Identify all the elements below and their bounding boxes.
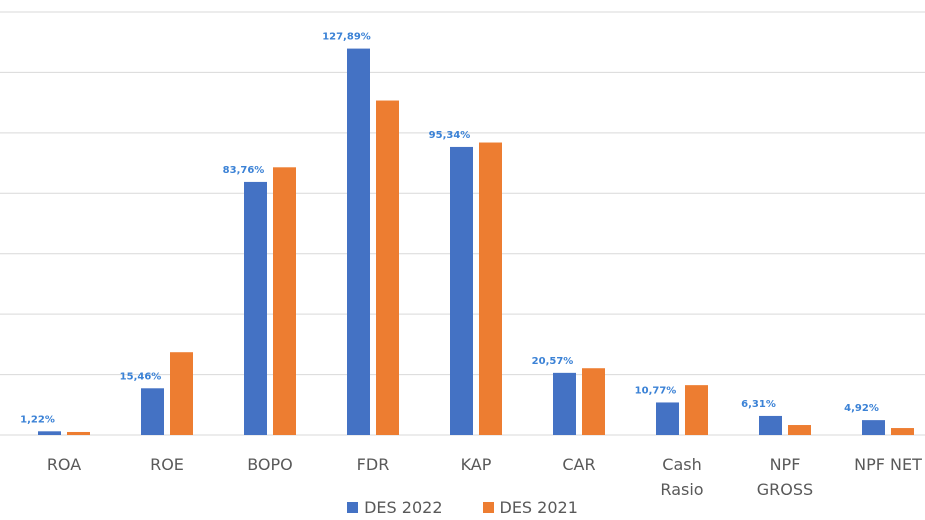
bar bbox=[347, 48, 370, 435]
x-tick-label: NPF NET bbox=[854, 455, 922, 474]
bar bbox=[862, 420, 885, 435]
x-tick-label: Cash Rasio bbox=[660, 455, 704, 499]
data-label: 10,77% bbox=[635, 385, 677, 396]
legend-item: DES 2022 bbox=[347, 498, 443, 517]
bar bbox=[685, 385, 708, 435]
bar bbox=[67, 431, 90, 435]
x-tick-label: CAR bbox=[562, 455, 596, 474]
bar bbox=[376, 100, 399, 435]
bar bbox=[582, 368, 605, 435]
bar bbox=[759, 415, 782, 435]
x-tick-label: ROE bbox=[150, 455, 184, 474]
x-tick-label: BOPO bbox=[247, 455, 293, 474]
legend-item: DES 2021 bbox=[482, 498, 578, 517]
bar bbox=[479, 142, 502, 436]
data-label: 6,31% bbox=[741, 399, 776, 410]
bar bbox=[244, 181, 267, 435]
data-label: 4,92% bbox=[844, 403, 879, 414]
legend-swatch bbox=[347, 502, 359, 513]
data-label: 20,57% bbox=[532, 356, 574, 367]
bar bbox=[656, 402, 679, 435]
x-tick-label: FDR bbox=[356, 455, 390, 474]
data-label: 15,46% bbox=[120, 371, 162, 382]
data-label: 1,22% bbox=[20, 414, 55, 425]
legend: DES 2022 DES 2021 bbox=[0, 498, 925, 517]
x-tick-label: KAP bbox=[460, 455, 492, 474]
x-tick-label: ROA bbox=[46, 455, 82, 474]
legend-swatch bbox=[482, 502, 494, 513]
bar bbox=[141, 388, 164, 435]
bar bbox=[891, 428, 914, 435]
legend-label: DES 2021 bbox=[499, 498, 578, 517]
data-label: 127,89% bbox=[322, 32, 371, 43]
bar bbox=[38, 431, 61, 435]
bar bbox=[553, 372, 576, 435]
bar bbox=[788, 425, 811, 435]
x-tick-label: NPF GROSS bbox=[756, 455, 814, 499]
data-label: 83,76% bbox=[223, 165, 265, 176]
bar bbox=[273, 167, 296, 435]
legend-label: DES 2022 bbox=[364, 498, 443, 517]
data-label: 95,34% bbox=[429, 130, 471, 141]
bar bbox=[170, 352, 193, 435]
bar bbox=[450, 146, 473, 435]
